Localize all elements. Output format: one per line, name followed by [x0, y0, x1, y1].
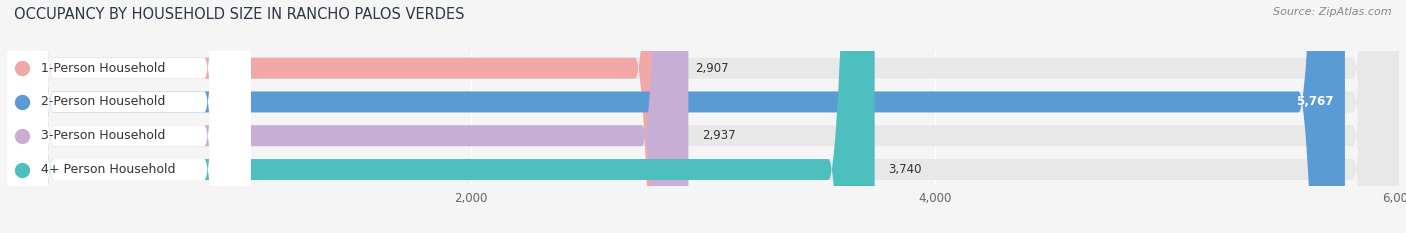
FancyBboxPatch shape	[7, 0, 875, 233]
FancyBboxPatch shape	[7, 0, 250, 233]
Text: 2-Person Household: 2-Person Household	[41, 96, 165, 108]
Text: Source: ZipAtlas.com: Source: ZipAtlas.com	[1274, 7, 1392, 17]
FancyBboxPatch shape	[7, 0, 682, 233]
FancyBboxPatch shape	[7, 0, 689, 233]
FancyBboxPatch shape	[7, 0, 1399, 233]
Text: 2,937: 2,937	[703, 129, 735, 142]
FancyBboxPatch shape	[7, 0, 1399, 233]
FancyBboxPatch shape	[7, 0, 1346, 233]
Text: OCCUPANCY BY HOUSEHOLD SIZE IN RANCHO PALOS VERDES: OCCUPANCY BY HOUSEHOLD SIZE IN RANCHO PA…	[14, 7, 464, 22]
FancyBboxPatch shape	[7, 0, 1399, 233]
FancyBboxPatch shape	[7, 0, 250, 233]
Text: 2,907: 2,907	[696, 62, 728, 75]
FancyBboxPatch shape	[7, 0, 1399, 233]
FancyBboxPatch shape	[7, 0, 250, 233]
Text: 3-Person Household: 3-Person Household	[41, 129, 165, 142]
Text: 5,767: 5,767	[1296, 96, 1333, 108]
Text: 1-Person Household: 1-Person Household	[41, 62, 165, 75]
Text: 4+ Person Household: 4+ Person Household	[41, 163, 176, 176]
Text: 3,740: 3,740	[889, 163, 922, 176]
FancyBboxPatch shape	[7, 0, 250, 233]
